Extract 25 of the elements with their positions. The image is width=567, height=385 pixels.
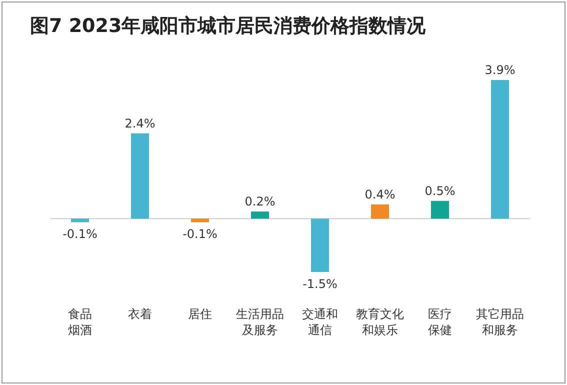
data-label: 0.5%	[424, 184, 456, 198]
x-tick-label: 食品烟酒	[68, 307, 92, 337]
data-label: -1.5%	[302, 277, 338, 291]
x-tick-label: 交通和通信	[302, 307, 338, 337]
x-tick-label: 生活用品及服务	[236, 307, 284, 337]
data-label: -0.1%	[182, 227, 218, 242]
bar	[491, 80, 509, 219]
x-tick-label: 其它用品和服务	[476, 307, 524, 337]
x-tick-label: 医疗保健	[428, 307, 452, 337]
x-tick-label: 教育文化和娱乐	[356, 307, 404, 337]
bar	[71, 218, 89, 222]
bar	[311, 218, 329, 272]
bar	[371, 204, 389, 219]
bar	[191, 218, 209, 222]
chart-title: 图7 2023年咸阳市城市居民消费价格指数情况	[30, 15, 427, 37]
data-label: 3.9%	[484, 63, 516, 77]
data-label: 2.4%	[124, 116, 156, 130]
x-tick-label: 居住	[188, 307, 212, 321]
data-label: -0.1%	[62, 227, 98, 242]
bar	[251, 212, 269, 219]
data-label: 0.4%	[364, 187, 396, 202]
data-label: 0.2%	[244, 194, 276, 209]
bar	[131, 133, 149, 219]
bar	[431, 200, 449, 219]
x-tick-label: 衣着	[128, 307, 152, 321]
